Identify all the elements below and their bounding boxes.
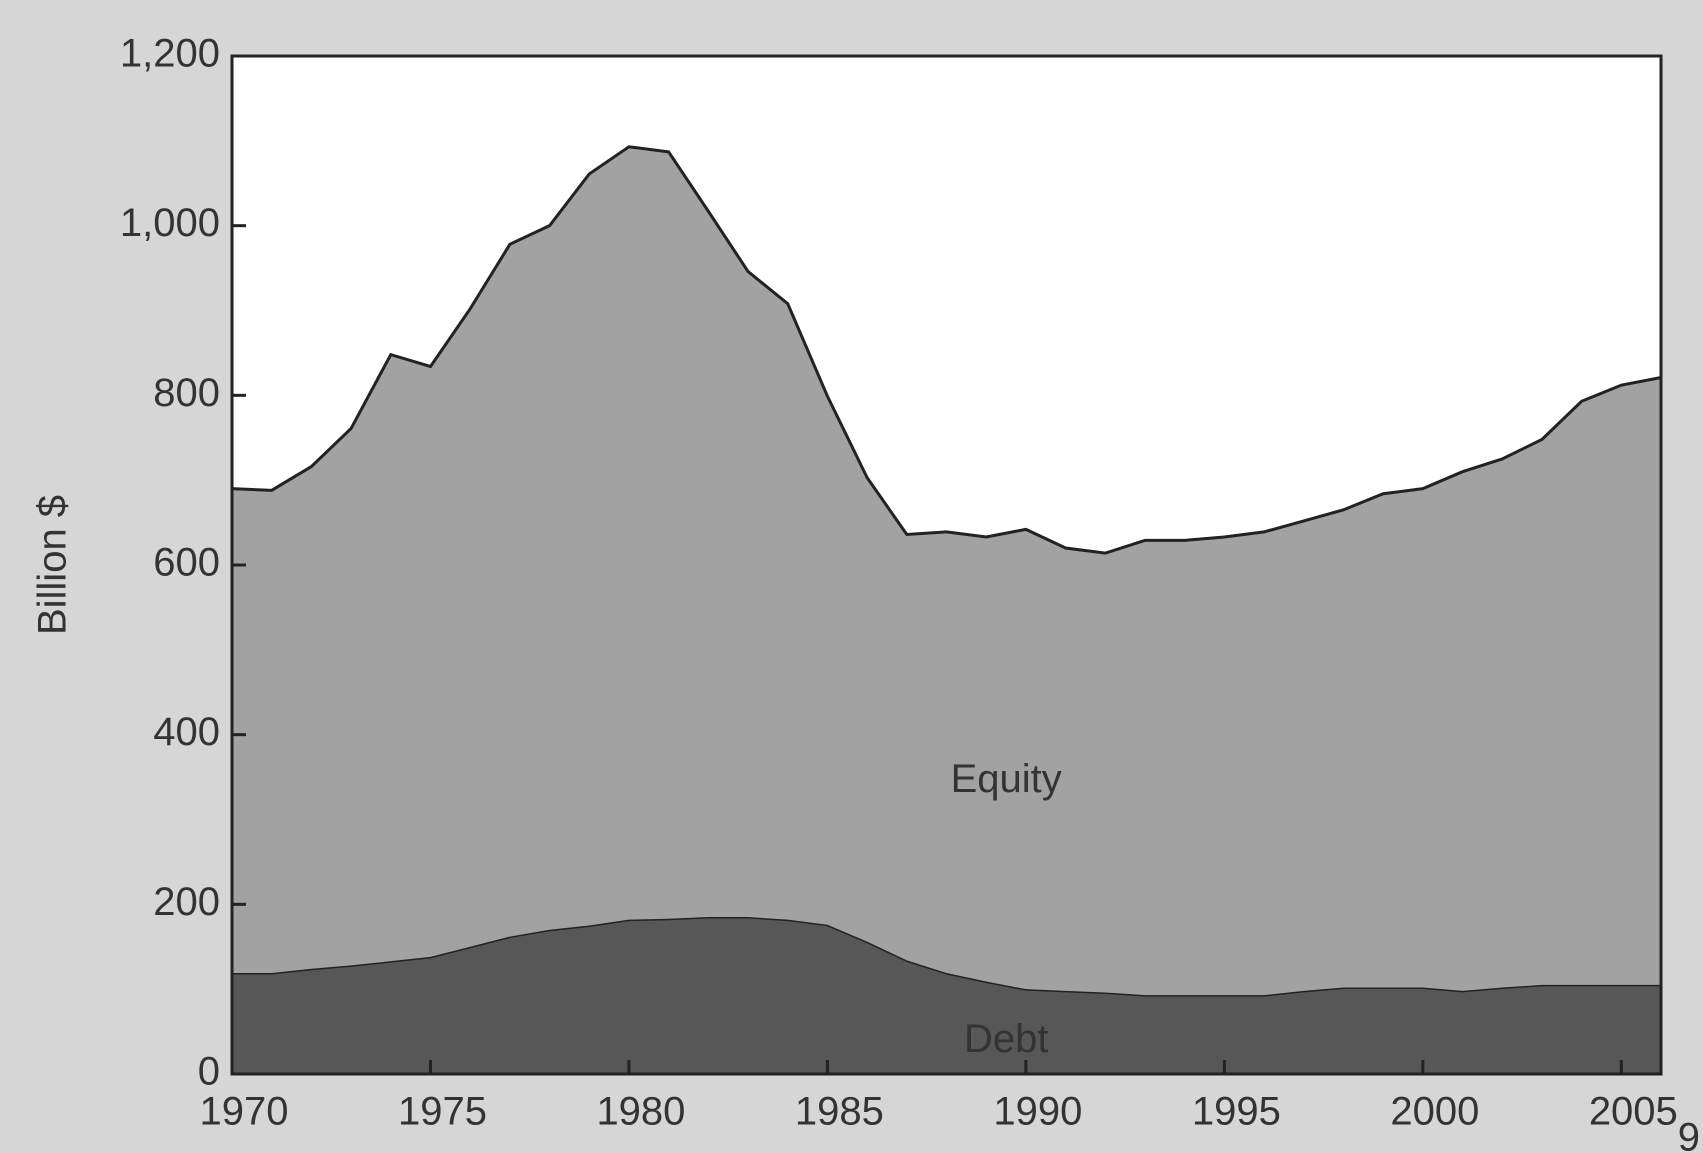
x-tick-label: 2005 — [1589, 1090, 1678, 1134]
area — [232, 917, 1661, 1074]
series-label: Debt — [964, 1017, 1049, 1061]
y-tick-label: 200 — [153, 880, 220, 924]
y-tick-label: 1,000 — [120, 201, 220, 245]
x-tick-label: 1975 — [398, 1090, 487, 1134]
x-tick-label: 1970 — [200, 1090, 289, 1134]
area-edge — [231, 145, 1662, 555]
series-label: Equity — [951, 757, 1062, 801]
y-axis-label: Billion $ — [31, 495, 75, 635]
x-tick-label: 1990 — [993, 1090, 1082, 1134]
x-tick-label: 1980 — [596, 1090, 685, 1134]
x-tick-label: 1995 — [1192, 1090, 1281, 1134]
y-tick-label: 800 — [153, 371, 220, 415]
y-tick-label: 600 — [153, 541, 220, 585]
area — [232, 146, 1661, 996]
y-tick-label: 0 — [198, 1050, 220, 1094]
y-tick-label: 1,200 — [120, 32, 220, 76]
x-tick-label: 1985 — [795, 1090, 884, 1134]
x-tick-label: 2000 — [1390, 1090, 1479, 1134]
footnote: 9 — [1678, 1116, 1700, 1153]
y-tick-label: 400 — [153, 710, 220, 754]
